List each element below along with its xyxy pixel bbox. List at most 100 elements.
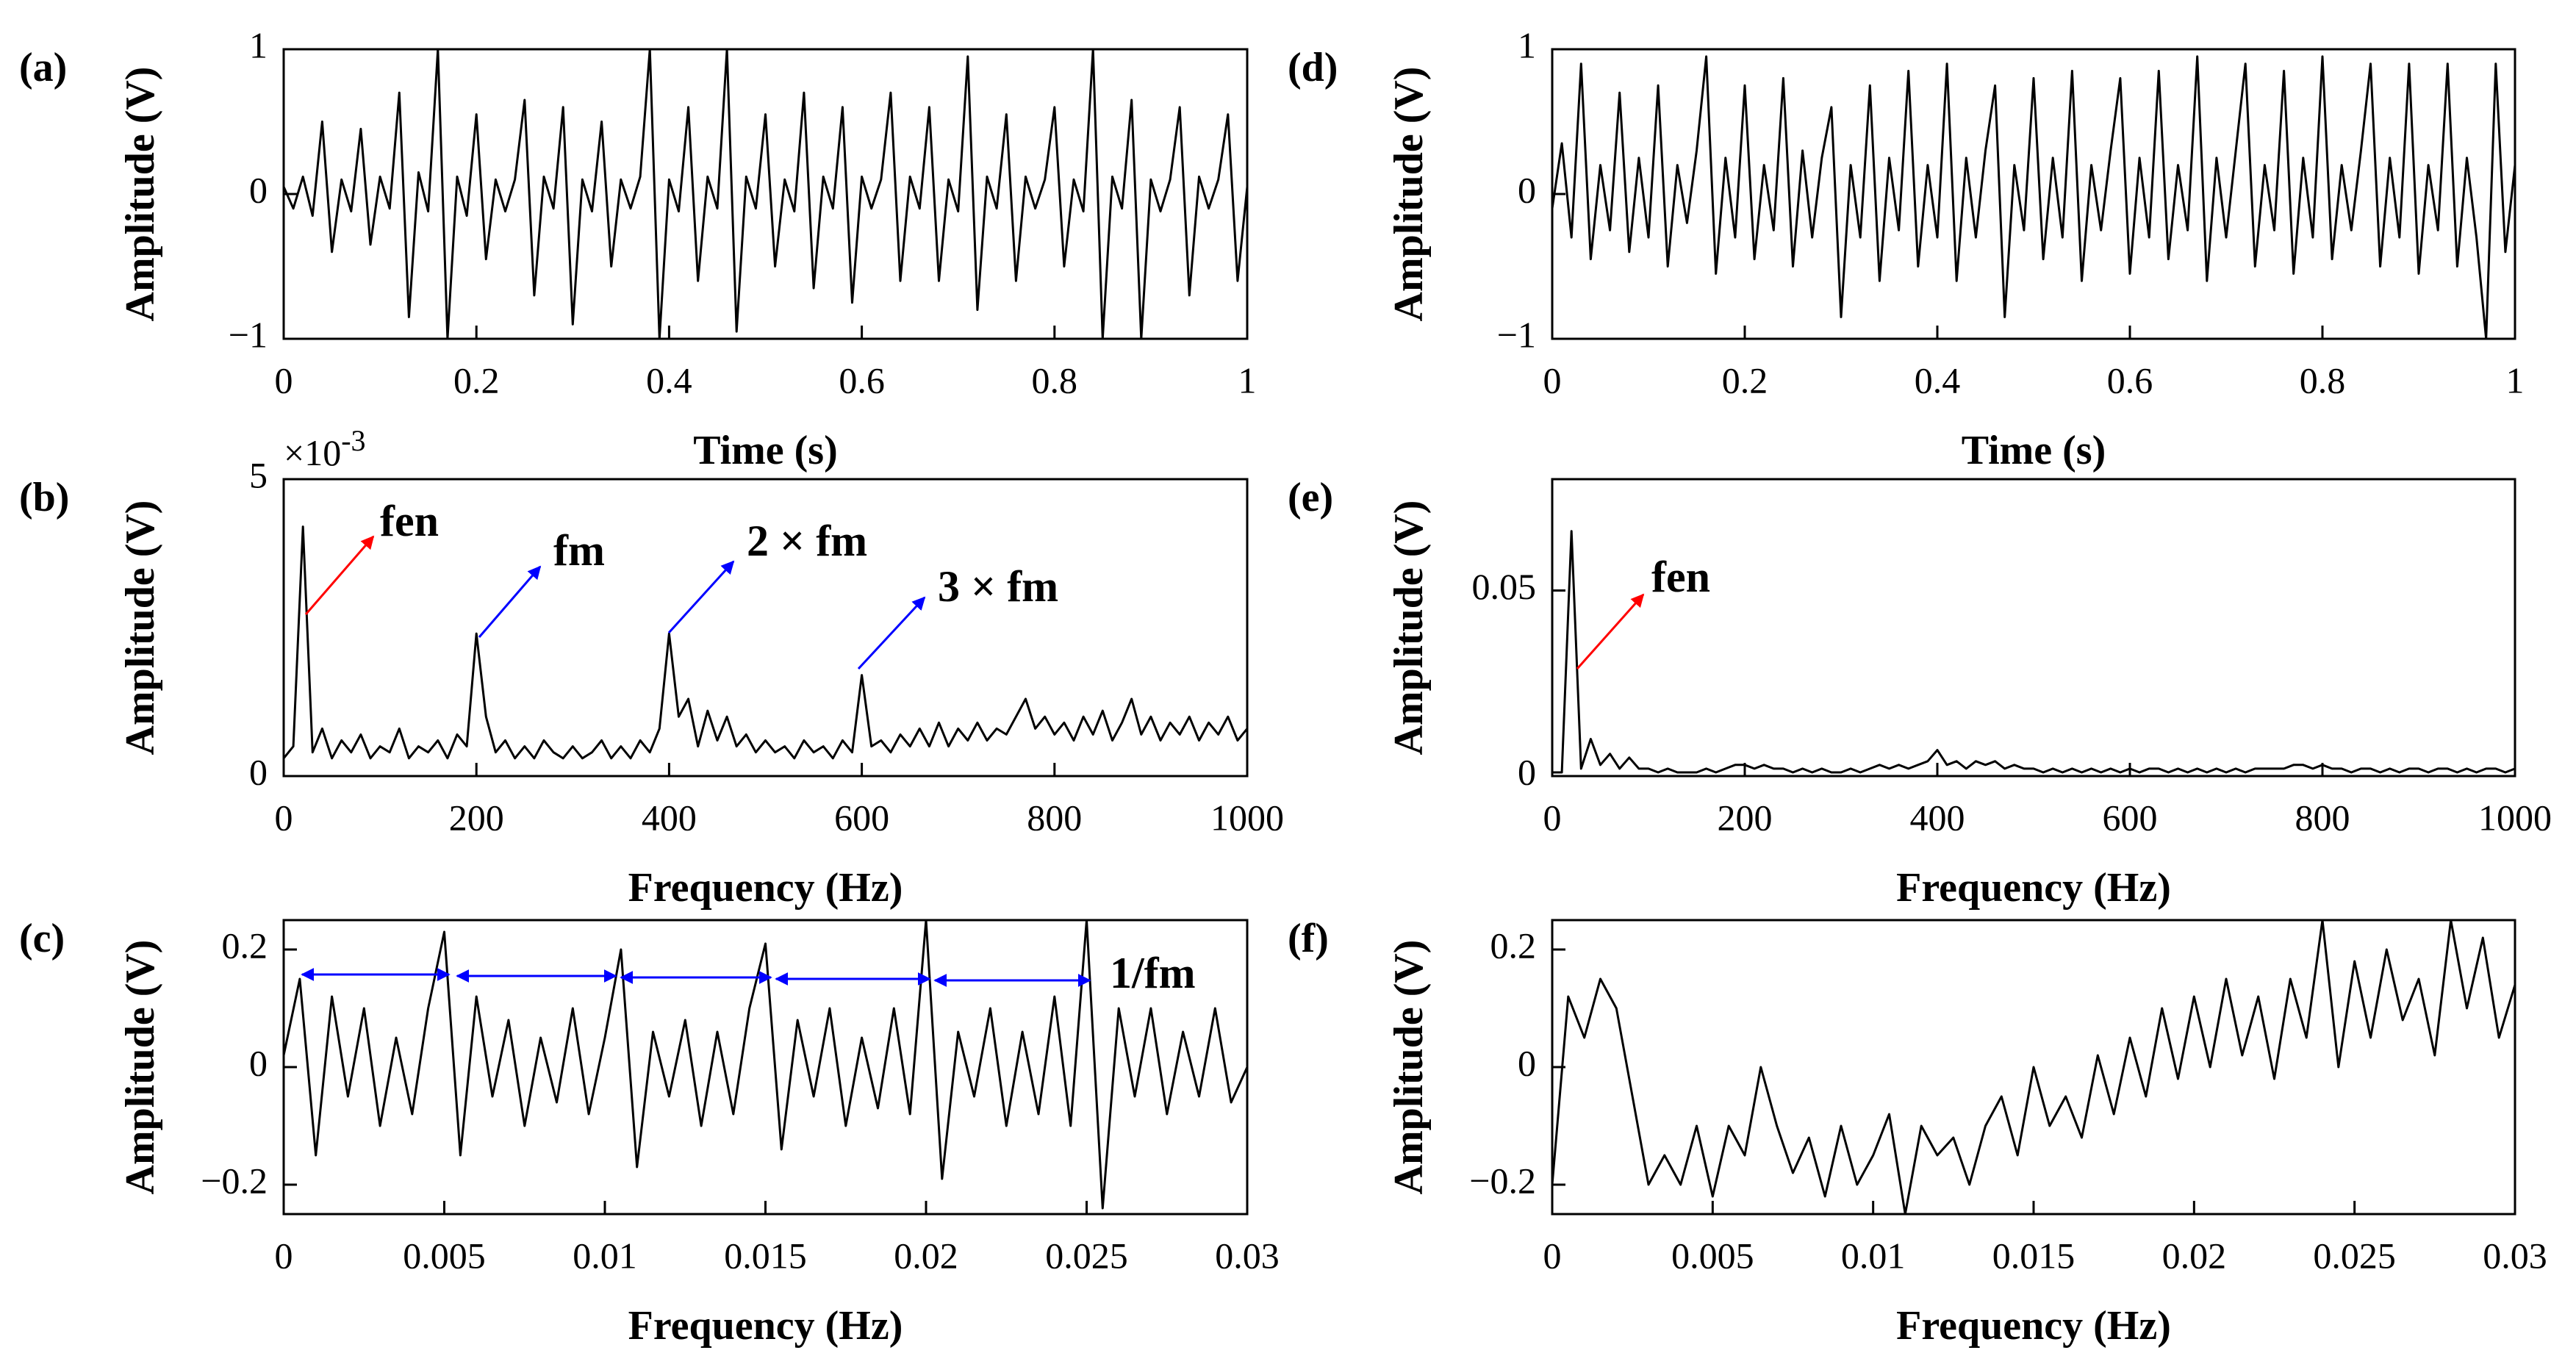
y-tick-label: 0 [249,169,268,210]
x-tick-label: 0 [275,359,293,401]
annotation: 1/fm [1110,949,1196,997]
y-tick-label: −0.2 [1469,1160,1536,1201]
x-tick-label: 0.6 [839,359,885,401]
panel-label: (c) [19,916,65,961]
x-tick-label: 0 [275,797,293,838]
annotation: 2 × fm [747,517,867,565]
x-tick-label: 0.015 [724,1235,807,1276]
x-tick-label: 1 [1238,359,1257,401]
x-tick-label: 0.8 [2300,359,2346,401]
y-multiplier-exponent: -3 [341,424,365,457]
axes-box [1551,478,2516,778]
y-tick-label: 0.2 [222,925,268,966]
x-tick-label: 800 [1027,797,1082,838]
y-tick-label: 1 [1518,24,1536,65]
signal-line [1552,530,2516,774]
y-axis-label: Amplitude (V) [1386,500,1432,755]
axes-box [282,919,1249,1216]
signal-line [1551,919,2516,1216]
y-axis-label: Amplitude (V) [118,67,163,322]
x-tick-label: 200 [1718,797,1773,838]
y-tick-label: −0.2 [201,1160,268,1201]
x-tick-label: 0.2 [1722,359,1768,401]
x-axis-label: Frequency (Hz) [1896,865,2171,911]
x-tick-label: 0.6 [2107,359,2153,401]
annotation-arrow [1576,593,1645,670]
annotation-arrow [857,596,926,670]
panel-label: (e) [1288,475,1333,520]
panel-label: (b) [19,475,69,520]
annotation-arrow [478,565,542,638]
panel-label: (d) [1288,45,1338,90]
signal-line [282,919,1249,1210]
x-tick-label: 0.02 [2162,1235,2227,1276]
x-tick-label: 1000 [2478,797,2552,838]
annotation: fen [380,497,439,545]
x-axis-label: Time (s) [1962,428,2106,473]
x-tick-label: 0.015 [1992,1235,2075,1276]
annotation: fen [1651,553,1710,601]
x-axis-label: Frequency (Hz) [1896,1303,2171,1349]
x-tick-label: 1000 [1210,797,1284,838]
x-tick-label: 800 [2295,797,2350,838]
y-tick-label: 1 [249,24,268,65]
axes-box [282,48,1249,340]
x-tick-label: 0 [275,1235,293,1276]
y-tick-label: 0 [1518,1042,1536,1083]
x-axis-label: Frequency (Hz) [628,865,903,911]
y-multiplier: ×10-3 [284,424,366,473]
x-tick-label: 0.4 [646,359,692,401]
y-tick-label: 0.2 [1490,925,1537,966]
x-tick-label: 0 [1543,359,1562,401]
x-tick-label: 600 [834,797,889,838]
panel-label: (a) [19,45,67,90]
x-tick-label: 200 [449,797,504,838]
x-tick-label: 0.4 [1915,359,1961,401]
y-tick-label: 5 [249,454,268,495]
axes-box [1551,48,2516,340]
y-axis-label: Amplitude (V) [1386,940,1432,1195]
y-multiplier-base: ×10 [284,432,341,473]
x-tick-label: 0.01 [1841,1235,1906,1276]
x-tick-label: 0.005 [1671,1235,1754,1276]
x-tick-label: 400 [642,797,697,838]
x-axis-label: Frequency (Hz) [628,1303,903,1349]
axes-box [1551,919,2516,1216]
y-axis-label: Amplitude (V) [118,500,163,755]
x-tick-label: 0.005 [403,1235,486,1276]
y-tick-label: 0.05 [1472,566,1537,607]
y-tick-label: 0 [1518,751,1536,792]
y-axis-label: Amplitude (V) [118,940,163,1195]
x-tick-label: 0.8 [1032,359,1078,401]
signal-line [1551,55,2516,340]
panel-label: (f) [1288,916,1329,961]
x-tick-label: 0 [1543,1235,1562,1276]
y-axis-label: Amplitude (V) [1386,67,1432,322]
x-tick-label: 400 [1910,797,1965,838]
x-tick-label: 0.2 [453,359,500,401]
x-axis-label: Time (s) [693,428,838,473]
x-tick-label: 0.01 [573,1235,637,1276]
annotation: fm [553,526,605,575]
y-tick-label: 0 [249,751,268,792]
x-tick-label: 0.02 [894,1235,958,1276]
x-tick-label: 0.03 [1215,1235,1280,1276]
x-tick-label: 0.025 [2313,1235,2396,1276]
annotation-arrow [304,535,375,615]
annotation-arrow [667,560,735,634]
axes-box [282,478,1249,778]
y-tick-label: 0 [249,1042,268,1083]
y-tick-label: −1 [1497,314,1536,355]
x-tick-label: 0.03 [2483,1235,2547,1276]
x-tick-label: 1 [2506,359,2525,401]
annotation: 3 × fm [938,562,1058,611]
y-tick-label: 0 [1518,169,1536,210]
signal-line [282,525,1249,760]
x-tick-label: 600 [2103,797,2158,838]
y-tick-label: −1 [229,314,268,355]
signal-line [282,48,1249,340]
x-tick-label: 0 [1543,797,1562,838]
x-tick-label: 0.025 [1045,1235,1128,1276]
